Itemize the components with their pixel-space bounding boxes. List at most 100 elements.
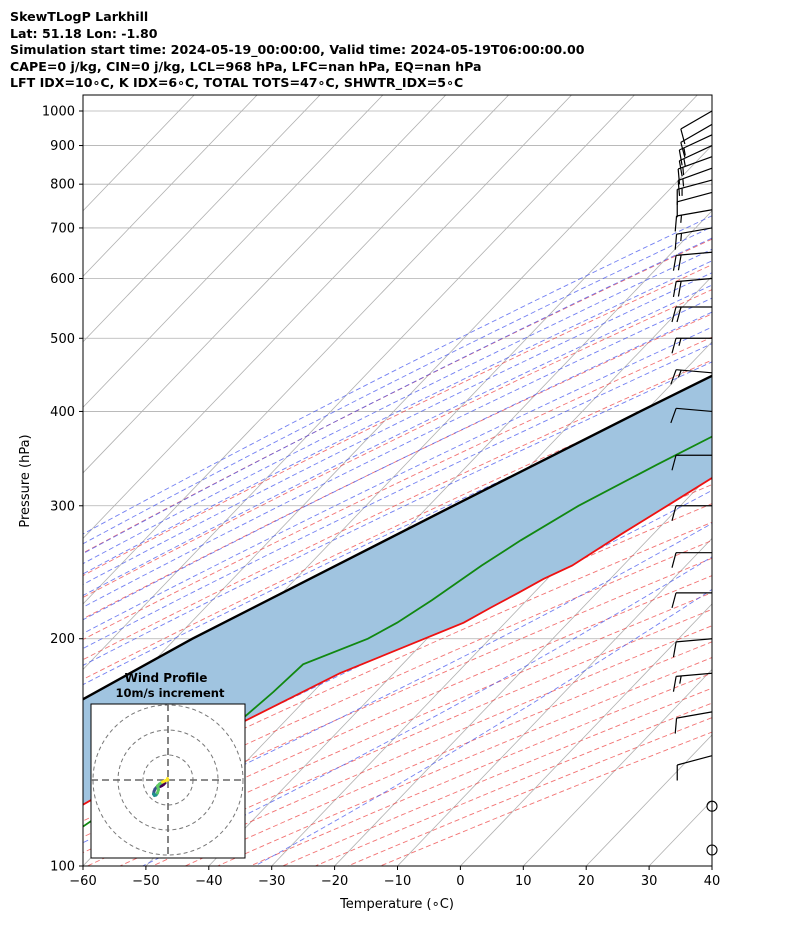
x-tick-label: −30 xyxy=(258,874,285,889)
wind-barb xyxy=(671,306,712,323)
barb-half-flag xyxy=(680,233,683,242)
isotherm--100 xyxy=(83,95,572,605)
barb-half-flag xyxy=(680,215,683,223)
barb-half-flag xyxy=(678,338,682,346)
dry-adiabat xyxy=(282,687,712,866)
barb-full-flag xyxy=(674,718,678,734)
x-tick-label: −60 xyxy=(69,874,96,889)
x-tick-label: 40 xyxy=(704,874,721,889)
y-tick-label: 400 xyxy=(50,405,75,420)
barb-staff xyxy=(679,145,713,162)
moist-adiabat xyxy=(83,381,712,686)
barb-staff xyxy=(676,227,713,235)
x-tick-label: 0 xyxy=(456,874,464,889)
isotherm-10 xyxy=(523,668,712,866)
barb-full-flag xyxy=(671,338,677,354)
wind-barb xyxy=(677,156,713,185)
wind-barb xyxy=(672,638,713,658)
barb-half-flag xyxy=(682,167,685,176)
moist-adiabat xyxy=(83,237,712,555)
barb-full-flag xyxy=(672,255,677,271)
isotherm-0 xyxy=(460,603,712,866)
wind-barb xyxy=(680,110,713,145)
moist-adiabat xyxy=(83,297,712,608)
barb-staff xyxy=(676,638,713,643)
dry-adiabat xyxy=(152,625,712,866)
y-tick-label: 1000 xyxy=(42,104,75,119)
barb-full-flag xyxy=(674,234,678,250)
barb-half-flag xyxy=(683,147,686,156)
indices-line: LFT IDX=10∘C, K IDX=6∘C, TOTAL TOTS=47∘C… xyxy=(10,75,464,90)
barb-staff xyxy=(676,251,713,256)
calm-wind-marker xyxy=(706,844,718,856)
wind-barb xyxy=(672,672,713,692)
moist-adiabat xyxy=(83,215,712,535)
wind-barb xyxy=(670,369,713,385)
barb-full-flag xyxy=(671,552,677,568)
wind-barb xyxy=(672,277,713,298)
moist-adiabat xyxy=(83,311,712,621)
isotherm--80 xyxy=(83,95,698,736)
barb-half-flag xyxy=(682,178,685,187)
barb-staff xyxy=(676,209,713,217)
cin-shading xyxy=(83,375,712,805)
moist-adiabat xyxy=(83,361,712,666)
x-tick-label: −50 xyxy=(132,874,159,889)
barb-staff xyxy=(680,110,713,130)
moist-adiabat xyxy=(83,248,712,565)
chart-header: SkewTLogP Larkhill Lat: 51.18 Lon: -1.80… xyxy=(10,9,584,92)
moist-adiabat xyxy=(83,522,712,844)
hodograph-content xyxy=(91,704,245,858)
barb-staff xyxy=(676,711,713,719)
y-tick-label: 300 xyxy=(50,499,75,514)
wind-barb xyxy=(670,407,713,424)
wind-barb xyxy=(678,134,713,166)
barb-full-flag xyxy=(677,168,681,185)
barb-full-flag xyxy=(677,180,681,196)
barb-full-flag xyxy=(672,641,677,658)
profiles xyxy=(83,374,712,828)
x-tick-label: −20 xyxy=(321,874,348,889)
isotherm-50 xyxy=(775,95,794,866)
wind-barb xyxy=(674,711,713,734)
y-tick-label: 900 xyxy=(50,139,75,154)
wind-barb xyxy=(674,209,713,232)
isotherm-40 xyxy=(711,865,712,866)
hodograph-title: Wind Profile xyxy=(125,671,208,685)
barb-staff xyxy=(677,191,713,203)
barb-staff xyxy=(677,167,713,182)
barb-full-flag xyxy=(670,369,677,385)
dry-adiabat xyxy=(315,702,712,866)
moist-adiabat xyxy=(83,272,712,585)
isotherm--130 xyxy=(83,95,384,408)
dewpoint-line xyxy=(83,435,712,828)
dry-adiabat xyxy=(83,264,712,577)
wind-barb xyxy=(676,755,713,781)
barb-full-flag xyxy=(671,505,677,521)
wind-barb xyxy=(671,454,712,471)
barb-full-flag xyxy=(677,281,682,297)
barb-full-flag xyxy=(670,408,677,424)
dry-adiabat xyxy=(119,608,712,866)
y-tick-label: 800 xyxy=(50,178,75,193)
y-tick-label: 700 xyxy=(50,221,75,236)
simulation-line: Simulation start time: 2024-05-19_00:00:… xyxy=(10,42,585,57)
barb-full-flag xyxy=(672,281,677,298)
barb-full-flag xyxy=(671,306,677,323)
barb-full-flag xyxy=(680,142,686,158)
dry-adiabat xyxy=(83,539,712,822)
location-line: Lat: 51.18 Lon: -1.80 xyxy=(10,25,158,41)
wind-barb xyxy=(680,123,713,158)
hodograph-subtitle: 10m/s increment xyxy=(116,686,225,700)
dry-adiabat xyxy=(83,557,712,838)
barb-staff xyxy=(680,123,713,143)
wind-barb xyxy=(672,251,713,271)
wind-barb xyxy=(671,337,712,354)
calm-wind-marker xyxy=(706,800,718,812)
barb-full-flag xyxy=(672,676,677,692)
barb-full-flag xyxy=(676,306,682,323)
temperature-line xyxy=(83,476,712,806)
barb-half-flag xyxy=(683,158,686,167)
